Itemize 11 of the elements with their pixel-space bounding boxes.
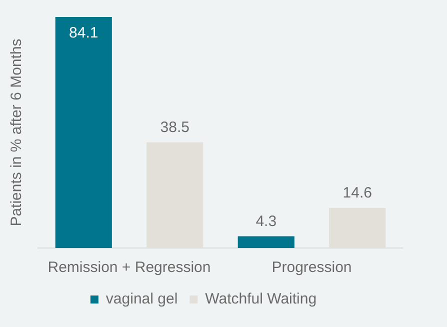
data-label: 38.5	[160, 118, 190, 136]
data-label: 14.6	[342, 184, 372, 202]
bar	[55, 17, 112, 248]
x-tick-label: Progression	[272, 259, 352, 276]
data-label: 84.1	[69, 24, 98, 42]
legend-label: Watchful Waiting	[205, 290, 317, 308]
legend-label: vaginal gel	[106, 290, 178, 308]
x-tick-label: Remission + Regression	[48, 259, 211, 276]
bar	[238, 236, 294, 248]
y-axis-title: Patients in % after 6 Months	[8, 38, 26, 226]
data-label: 4.3	[256, 212, 277, 230]
